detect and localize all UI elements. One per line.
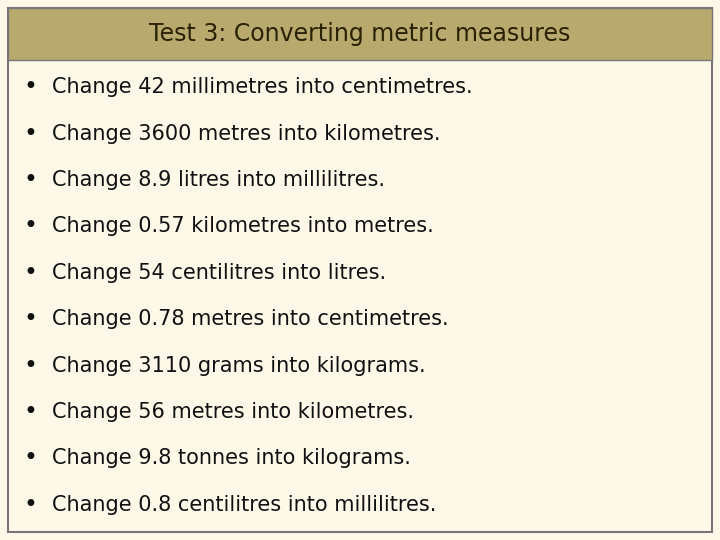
Text: •: • xyxy=(23,214,37,238)
Text: Change 42 millimetres into centimetres.: Change 42 millimetres into centimetres. xyxy=(52,77,472,97)
Text: •: • xyxy=(23,493,37,517)
Text: •: • xyxy=(23,122,37,146)
Text: Test 3: Converting metric measures: Test 3: Converting metric measures xyxy=(149,22,571,46)
Text: Change 0.8 centilitres into millilitres.: Change 0.8 centilitres into millilitres. xyxy=(52,495,436,515)
FancyBboxPatch shape xyxy=(8,8,712,532)
Text: Change 9.8 tonnes into kilograms.: Change 9.8 tonnes into kilograms. xyxy=(52,448,411,468)
Text: Change 3600 metres into kilometres.: Change 3600 metres into kilometres. xyxy=(52,124,441,144)
Text: Change 0.78 metres into centimetres.: Change 0.78 metres into centimetres. xyxy=(52,309,449,329)
Text: •: • xyxy=(23,75,37,99)
Text: Change 8.9 litres into millilitres.: Change 8.9 litres into millilitres. xyxy=(52,170,385,190)
Text: •: • xyxy=(23,354,37,377)
Text: •: • xyxy=(23,307,37,331)
Text: Change 3110 grams into kilograms.: Change 3110 grams into kilograms. xyxy=(52,356,426,376)
Text: •: • xyxy=(23,447,37,470)
Text: Change 0.57 kilometres into metres.: Change 0.57 kilometres into metres. xyxy=(52,217,433,237)
Text: Change 56 metres into kilometres.: Change 56 metres into kilometres. xyxy=(52,402,414,422)
Text: •: • xyxy=(23,261,37,285)
FancyBboxPatch shape xyxy=(8,8,712,60)
Text: •: • xyxy=(23,400,37,424)
Text: Change 54 centilitres into litres.: Change 54 centilitres into litres. xyxy=(52,263,386,283)
Text: •: • xyxy=(23,168,37,192)
